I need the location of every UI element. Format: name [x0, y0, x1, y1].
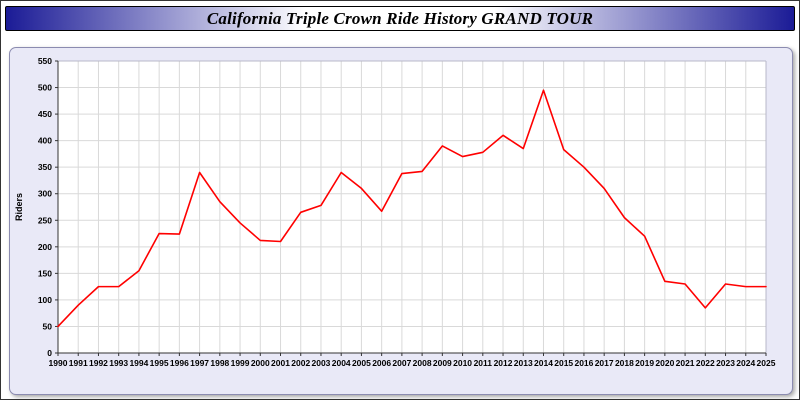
svg-text:1997: 1997: [190, 358, 209, 368]
svg-text:2005: 2005: [352, 358, 371, 368]
riders-line-series: [57, 89, 767, 328]
svg-text:2017: 2017: [595, 358, 614, 368]
svg-text:2014: 2014: [534, 358, 553, 368]
axis-ticks: [55, 60, 767, 356]
svg-text:2018: 2018: [615, 358, 634, 368]
svg-text:2004: 2004: [332, 358, 351, 368]
y-axis-labels: 0 50 100 150 200 250 300 350 400 450 500 550: [38, 56, 52, 358]
svg-text:2000: 2000: [251, 358, 270, 368]
chart-title: California Triple Crown Ride History GRA…: [206, 8, 594, 28]
svg-text:1990: 1990: [49, 358, 68, 368]
svg-text:500: 500: [38, 83, 52, 93]
svg-text:350: 350: [38, 162, 52, 172]
svg-text:2001: 2001: [271, 358, 290, 368]
svg-text:2003: 2003: [312, 358, 331, 368]
svg-text:2015: 2015: [554, 358, 573, 368]
svg-text:1992: 1992: [89, 358, 108, 368]
svg-text:2009: 2009: [433, 358, 452, 368]
svg-text:400: 400: [38, 136, 52, 146]
svg-text:300: 300: [38, 189, 52, 199]
plot-frame: [58, 60, 767, 353]
svg-text:200: 200: [38, 242, 52, 252]
svg-text:1993: 1993: [109, 358, 128, 368]
svg-text:150: 150: [38, 268, 52, 278]
svg-text:2022: 2022: [696, 358, 715, 368]
svg-text:2016: 2016: [574, 358, 593, 368]
svg-text:250: 250: [38, 215, 52, 225]
svg-text:100: 100: [38, 295, 52, 305]
svg-text:0: 0: [47, 348, 52, 358]
plot-area: [58, 61, 766, 353]
svg-text:2012: 2012: [494, 358, 513, 368]
svg-text:1991: 1991: [69, 358, 88, 368]
axis-lines: [57, 61, 766, 354]
svg-text:2021: 2021: [676, 358, 695, 368]
svg-text:2020: 2020: [655, 358, 674, 368]
svg-text:2011: 2011: [474, 358, 493, 368]
svg-text:2008: 2008: [413, 358, 432, 368]
svg-text:2013: 2013: [514, 358, 533, 368]
svg-text:2007: 2007: [392, 358, 411, 368]
svg-text:2025: 2025: [757, 358, 776, 368]
svg-text:50: 50: [43, 321, 53, 331]
svg-text:2024: 2024: [736, 358, 755, 368]
svg-text:1994: 1994: [129, 358, 148, 368]
svg-text:450: 450: [38, 109, 52, 119]
y-axis-title: Riders: [14, 193, 24, 221]
svg-text:1999: 1999: [231, 358, 250, 368]
svg-text:550: 550: [38, 56, 52, 66]
svg-text:1998: 1998: [210, 358, 229, 368]
svg-text:2010: 2010: [453, 358, 472, 368]
svg-text:2019: 2019: [635, 358, 654, 368]
svg-text:2023: 2023: [716, 358, 735, 368]
svg-text:2006: 2006: [372, 358, 391, 368]
svg-text:1996: 1996: [170, 358, 189, 368]
x-axis-labels: 1990 1991 1992 1993 1994 1995 1996 1997 1998 1999…: [49, 358, 776, 368]
svg-text:2002: 2002: [291, 358, 310, 368]
chart-title-bar: California Triple Crown Ride History GRA…: [5, 6, 795, 31]
svg-text:1995: 1995: [150, 358, 169, 368]
chart-panel: 0 50 100 150 200 250 300 350 400 450 500 550 1990 199…: [9, 47, 793, 395]
